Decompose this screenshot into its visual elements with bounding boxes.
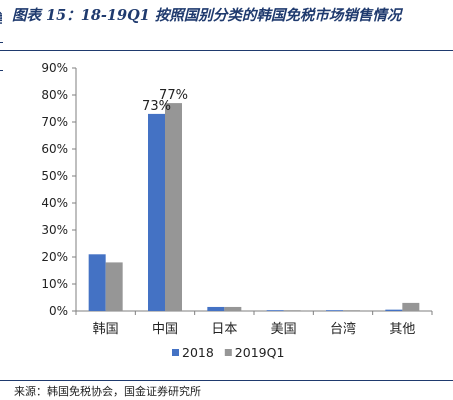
bar-2019Q1-中国 — [165, 103, 182, 311]
side-mark — [0, 70, 3, 71]
bar-2019Q1-台湾 — [343, 310, 360, 311]
data-label: 73% — [142, 99, 171, 114]
y-tick-label: 80% — [41, 88, 68, 102]
legend-label: 2018 — [182, 345, 214, 360]
x-tick-label: 日本 — [211, 322, 237, 337]
y-tick-label: 90% — [41, 61, 68, 75]
bar-2018-日本 — [207, 306, 225, 311]
bar-chart: 0% 10% 20% 30% 40% 50% 60% 70% 80% 90% 韩国 中国 日本 美国 台湾… — [41, 61, 433, 360]
x-tick-label: 中国 — [152, 322, 178, 337]
legend: 2018 2019Q1 — [172, 345, 284, 360]
y-tick-label: 70% — [41, 115, 68, 129]
legend-label: 2019Q1 — [235, 345, 285, 360]
x-tick-label: 韩国 — [93, 322, 119, 337]
x-tick-label: 台湾 — [330, 321, 356, 337]
bar-2018-中国 — [148, 113, 165, 312]
bar-2018-台湾 — [326, 310, 343, 311]
y-tick-label: 10% — [41, 277, 68, 291]
bar-2019Q1-美国 — [283, 310, 301, 311]
bar-2018-其他 — [385, 309, 403, 311]
bar-2018-美国 — [266, 310, 284, 311]
legend-swatch — [172, 349, 179, 356]
title-rule — [0, 50, 453, 51]
y-tick-label: 30% — [41, 223, 68, 237]
y-tick-label: 40% — [41, 196, 68, 210]
y-tick-label: 60% — [41, 142, 68, 156]
legend-swatch — [224, 349, 232, 356]
data-labels: 73%77% — [142, 88, 188, 114]
x-tick-label: 美国 — [271, 322, 297, 337]
data-label: 77% — [159, 88, 188, 103]
bar-2019Q1-其他 — [402, 302, 420, 311]
figure-title: 图表 15：18-19Q1 按照国别分类的韩国免税市场销售情况 — [12, 7, 402, 24]
y-axis-ticks: 0% 10% 20% 30% 40% 50% 60% 70% 80% 90% — [41, 61, 77, 318]
cropped-side-title-fragment: 售 — [0, 8, 2, 27]
x-tick-label: 其他 — [389, 322, 415, 337]
side-mark — [0, 42, 3, 43]
y-tick-label: 20% — [41, 250, 68, 264]
bar-2019Q1-韩国 — [105, 262, 123, 311]
y-tick-label: 50% — [41, 169, 68, 183]
source-rule — [0, 380, 453, 381]
source-note: 来源：韩国免税协会，国金证券研究所 — [14, 385, 201, 398]
y-tick-label: 0% — [49, 304, 68, 318]
bars — [88, 103, 420, 312]
bar-2018-韩国 — [88, 254, 106, 311]
bar-2019Q1-日本 — [224, 306, 242, 311]
x-axis: 韩国 中国 日本 美国 台湾 其他 — [75, 310, 433, 337]
